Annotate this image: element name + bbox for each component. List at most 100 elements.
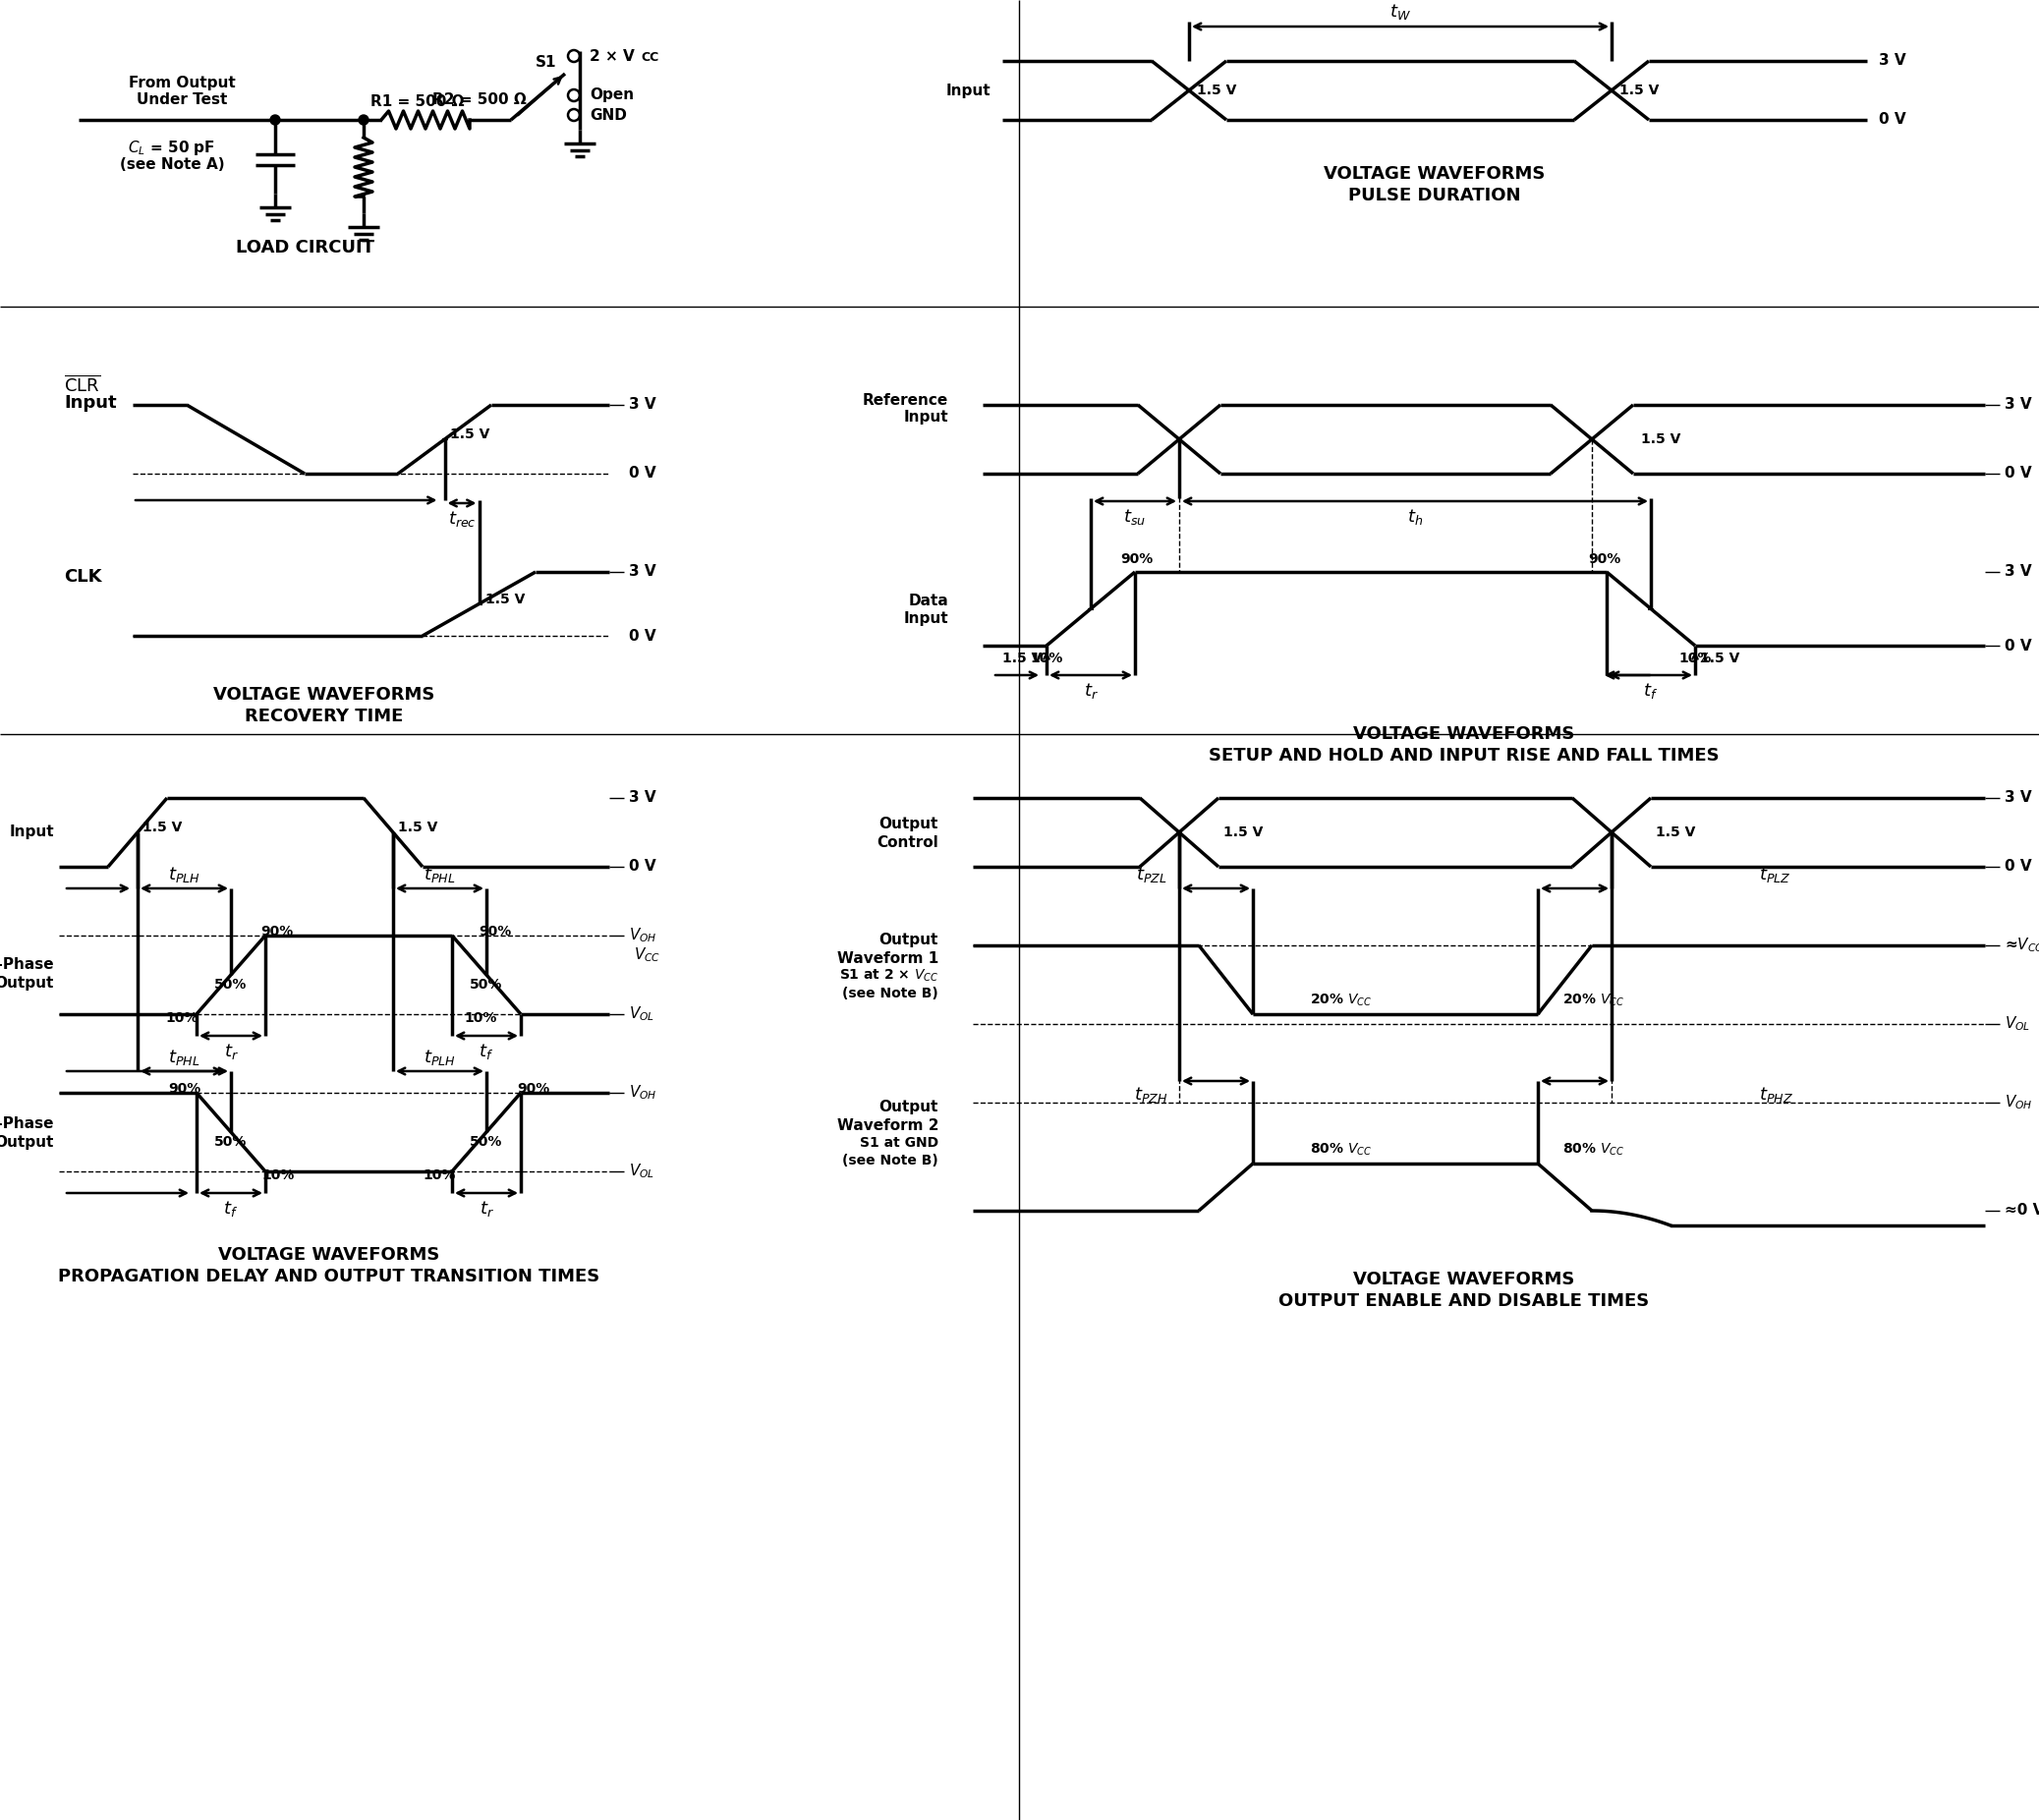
Text: ≈0 V: ≈0 V (2004, 1203, 2039, 1218)
Text: Input: Input (903, 410, 948, 426)
Text: $V_{OH}$: $V_{OH}$ (628, 1083, 657, 1101)
Text: 3 V: 3 V (2004, 564, 2031, 579)
Text: $V_{OL}$: $V_{OL}$ (628, 1005, 655, 1023)
Text: In-Phase: In-Phase (0, 957, 55, 972)
Text: Control: Control (877, 835, 938, 850)
Text: S1 at 2 × $V_{CC}$: S1 at 2 × $V_{CC}$ (838, 968, 938, 985)
Text: 3 V: 3 V (2004, 397, 2031, 413)
Text: 1.5 V: 1.5 V (1197, 84, 1236, 96)
Circle shape (359, 115, 369, 126)
Text: Input: Input (10, 824, 55, 839)
Text: $t_{PHZ}$: $t_{PHZ}$ (1760, 1085, 1794, 1105)
Text: $t_{PLH}$: $t_{PLH}$ (167, 864, 200, 885)
Text: $\overline{\mathrm{CLR}}$: $\overline{\mathrm{CLR}}$ (63, 375, 100, 395)
Text: 0 V: 0 V (628, 466, 657, 480)
Text: Output: Output (879, 1099, 938, 1116)
Text: Open: Open (589, 87, 634, 102)
Text: $t_{PLH}$: $t_{PLH}$ (424, 1048, 457, 1067)
Text: 0 V: 0 V (628, 859, 657, 874)
Text: $t_r$: $t_r$ (479, 1199, 493, 1219)
Text: 90%: 90% (1588, 551, 1621, 566)
Text: 10%: 10% (424, 1168, 457, 1183)
Text: 1.5 V: 1.5 V (1656, 826, 1696, 839)
Text: Input: Input (63, 395, 116, 411)
Text: R1 = 500 Ω: R1 = 500 Ω (371, 95, 465, 109)
Text: 90%: 90% (167, 1081, 200, 1096)
Text: 10%: 10% (1678, 652, 1711, 666)
Text: PROPAGATION DELAY AND OUTPUT TRANSITION TIMES: PROPAGATION DELAY AND OUTPUT TRANSITION … (59, 1269, 599, 1285)
Text: 0 V: 0 V (2004, 466, 2031, 480)
Text: $t_f$: $t_f$ (224, 1199, 239, 1219)
Text: 3 V: 3 V (628, 790, 657, 804)
Text: CC: CC (640, 51, 659, 64)
Text: S1: S1 (536, 56, 557, 71)
Text: (see Note B): (see Note B) (842, 1154, 938, 1167)
Text: $t_{PHL}$: $t_{PHL}$ (424, 864, 455, 885)
Text: $t_{PHL}$: $t_{PHL}$ (169, 1048, 200, 1067)
Text: 50%: 50% (471, 1136, 504, 1148)
Text: 80% $V_{CC}$: 80% $V_{CC}$ (1562, 1141, 1625, 1158)
Text: 10%: 10% (165, 1012, 198, 1025)
Text: Waveform 1: Waveform 1 (836, 950, 938, 966)
Text: 90%: 90% (516, 1081, 551, 1096)
Text: 3 V: 3 V (628, 564, 657, 579)
Text: 1.5 V: 1.5 V (1619, 84, 1660, 96)
Text: SETUP AND HOLD AND INPUT RISE AND FALL TIMES: SETUP AND HOLD AND INPUT RISE AND FALL T… (1209, 746, 1719, 764)
Text: $C_L$ = 50 pF: $C_L$ = 50 pF (128, 138, 216, 157)
Text: 1.5 V: 1.5 V (143, 821, 181, 834)
Text: Waveform 2: Waveform 2 (836, 1117, 938, 1132)
Text: RECOVERY TIME: RECOVERY TIME (245, 708, 404, 724)
Text: PULSE DURATION: PULSE DURATION (1348, 187, 1521, 204)
Text: CLK: CLK (63, 568, 102, 586)
Text: Output: Output (0, 1134, 55, 1148)
Text: 1.5 V: 1.5 V (1223, 826, 1262, 839)
Text: OUTPUT ENABLE AND DISABLE TIMES: OUTPUT ENABLE AND DISABLE TIMES (1278, 1292, 1650, 1310)
Text: 1.5 V: 1.5 V (485, 592, 524, 606)
Text: $V_{CC}$: $V_{CC}$ (634, 946, 661, 965)
Text: GND: GND (589, 107, 626, 122)
Text: $t_f$: $t_f$ (1643, 681, 1658, 701)
Text: $t_{PZH}$: $t_{PZH}$ (1134, 1085, 1168, 1105)
Text: 3 V: 3 V (628, 397, 657, 413)
Text: 90%: 90% (261, 925, 294, 939)
Text: 50%: 50% (471, 977, 504, 992)
Text: R2 = 500 Ω: R2 = 500 Ω (432, 93, 526, 107)
Text: S1 at GND: S1 at GND (860, 1136, 938, 1150)
Text: 90%: 90% (479, 925, 512, 939)
Text: $t_r$: $t_r$ (1083, 681, 1099, 701)
Text: $t_{rec}$: $t_{rec}$ (449, 510, 475, 528)
Text: 3 V: 3 V (1878, 53, 1906, 69)
Text: $t_W$: $t_W$ (1389, 2, 1411, 22)
Text: 20% $V_{CC}$: 20% $V_{CC}$ (1562, 992, 1625, 1008)
Text: 1.5 V: 1.5 V (1641, 433, 1680, 446)
Text: 1.5 V: 1.5 V (451, 428, 489, 440)
Text: Out-of-Phase: Out-of-Phase (0, 1117, 55, 1132)
Text: 90%: 90% (1121, 551, 1154, 566)
Text: $t_{PLZ}$: $t_{PLZ}$ (1760, 864, 1790, 885)
Text: Reference: Reference (862, 393, 948, 408)
Text: From Output: From Output (128, 75, 234, 89)
Text: $t_r$: $t_r$ (224, 1041, 239, 1061)
Text: 10%: 10% (1030, 652, 1062, 666)
Text: $V_{OH}$: $V_{OH}$ (2004, 1094, 2033, 1112)
Text: 3 V: 3 V (2004, 790, 2031, 804)
Text: $V_{OL}$: $V_{OL}$ (628, 1163, 655, 1181)
Text: 80% $V_{CC}$: 80% $V_{CC}$ (1311, 1141, 1372, 1158)
Text: VOLTAGE WAVEFORMS: VOLTAGE WAVEFORMS (1354, 1270, 1574, 1289)
Text: 0 V: 0 V (628, 628, 657, 642)
Text: 1.5 V: 1.5 V (1001, 652, 1042, 666)
Text: $t_h$: $t_h$ (1407, 508, 1423, 526)
Text: 10%: 10% (463, 1012, 498, 1025)
Text: VOLTAGE WAVEFORMS: VOLTAGE WAVEFORMS (1354, 724, 1574, 743)
Text: 0 V: 0 V (1878, 113, 1906, 127)
Text: Input: Input (903, 612, 948, 626)
Text: 0 V: 0 V (2004, 639, 2031, 653)
Text: $t_f$: $t_f$ (479, 1041, 493, 1061)
Text: Output: Output (0, 976, 55, 990)
Text: VOLTAGE WAVEFORMS: VOLTAGE WAVEFORMS (1323, 166, 1546, 182)
Text: $t_{su}$: $t_{su}$ (1123, 508, 1146, 526)
Text: Output: Output (879, 934, 938, 948)
Text: $t_{PZL}$: $t_{PZL}$ (1136, 864, 1168, 885)
Text: 1.5 V: 1.5 V (398, 821, 438, 834)
Text: Output: Output (879, 817, 938, 832)
